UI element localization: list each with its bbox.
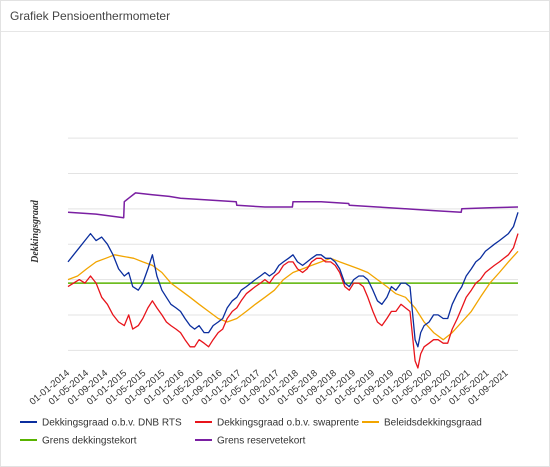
legend-item-swap[interactable]: Dekkingsgraad o.b.v. swaprente [195,418,360,429]
series-line-dnb [67,212,519,348]
y-axis-label: Dekkingsgraad [30,199,41,264]
legend-item-dnb[interactable]: Dekkingsgraad o.b.v. DNB RTS [20,418,182,429]
x-tick-labels: 01-01-201401-05-201401-09-201401-01-2015… [28,368,511,408]
legend-item-grens-tekort[interactable]: Grens dekkingstekort [20,436,137,447]
series-line-swap [67,233,519,369]
legend-label: Dekkingsgraad o.b.v. swaprente [217,418,360,429]
page-title: Grafiek Pensioenthermometer [10,9,171,23]
legend-label: Grens reservetekort [217,436,306,447]
series-line-grens-reserve [67,192,519,219]
gridlines [68,137,518,351]
legend-item-beleids[interactable]: Beleidsdekkingsgraad [362,418,482,429]
title-divider [1,31,549,32]
legend-item-grens-reserve[interactable]: Grens reservetekort [195,436,306,447]
legend-label: Beleidsdekkingsgraad [384,418,482,429]
series-line-beleids [67,250,519,341]
legend-label: Grens dekkingstekort [42,436,137,447]
legend[interactable]: Dekkingsgraad o.b.v. DNB RTS Dekkingsgraa… [20,418,482,447]
legend-label: Dekkingsgraad o.b.v. DNB RTS [42,418,182,429]
series-lines [67,192,519,369]
